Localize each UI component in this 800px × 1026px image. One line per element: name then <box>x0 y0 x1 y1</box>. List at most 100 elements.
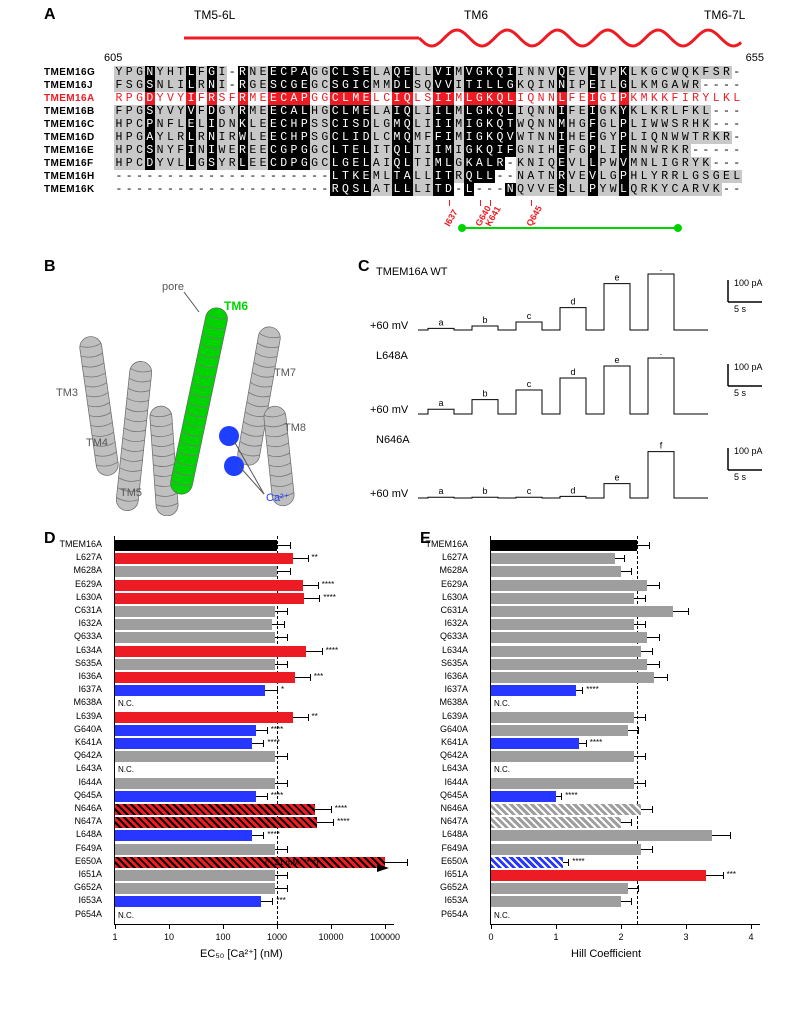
range-start: 605 <box>104 52 122 64</box>
row-label: L643A <box>32 763 102 773</box>
row-label: I653A <box>398 895 468 905</box>
bar <box>115 632 275 643</box>
bar <box>491 566 621 577</box>
loop-label-left: TM5-6L <box>194 8 235 22</box>
svg-text:e: e <box>614 273 619 283</box>
row-label: I637A <box>32 684 102 694</box>
row-label: M628A <box>32 565 102 575</box>
row-label: N647A <box>32 816 102 826</box>
bar <box>491 553 615 564</box>
row-label: L634A <box>398 645 468 655</box>
svg-text:b: b <box>482 315 487 325</box>
scale-bar: 100 pA5 s <box>722 362 770 403</box>
significance: **** <box>565 791 577 800</box>
row-label: I644A <box>398 777 468 787</box>
svg-text:TM6: TM6 <box>224 299 248 313</box>
svg-text:e: e <box>614 473 619 483</box>
row-label: I632A <box>32 618 102 628</box>
bar <box>491 672 654 683</box>
row-label: Q633A <box>398 631 468 641</box>
bar <box>115 606 275 617</box>
svg-text:c: c <box>527 379 532 389</box>
svg-text:b: b <box>482 486 487 496</box>
significance: **** <box>590 738 602 747</box>
significance: **** <box>267 830 279 839</box>
svg-text:f: f <box>660 441 663 451</box>
bar <box>491 540 637 551</box>
bar <box>491 685 576 696</box>
row-label: I637A <box>398 684 468 694</box>
bar <box>115 738 252 749</box>
bar <box>115 817 317 828</box>
scale-bar: 100 pA5 s <box>722 446 770 487</box>
nc-label: N.C. <box>118 911 134 920</box>
axis-tick: 10 <box>151 932 187 942</box>
axis-tick: 1000 <box>259 932 295 942</box>
protein-structure: TM3TM4TM5TM7TM8TM6poreCa²⁺ <box>44 266 334 516</box>
panel-d: TMEM16AL627A**M628AE629A****L630A****C63… <box>44 536 404 1006</box>
row-label: N647A <box>398 816 468 826</box>
significance: **** <box>271 725 283 734</box>
axis-tick: 4 <box>733 932 769 942</box>
bar <box>491 619 634 630</box>
trace-name: N646A <box>376 434 410 446</box>
current-trace: abcdef <box>418 354 718 424</box>
axis-tick: 1 <box>97 932 133 942</box>
significance: *** <box>727 870 736 879</box>
sequence-alignment: TMEM16GYPGNYHTLFGI-RNEECPAGGCLSELAQELLVI… <box>44 66 742 196</box>
panel-a: TM5-6L TM6 TM6-7L 605 655 TMEM16GYPGNYHT… <box>44 8 764 248</box>
row-label: I636A <box>32 671 102 681</box>
bar <box>115 896 261 907</box>
row-label: E629A <box>32 579 102 589</box>
axis-title: EC₅₀ [Ca²⁺] (nM) <box>200 947 283 960</box>
row-label: P654A <box>32 909 102 919</box>
svg-text:a: a <box>438 398 443 408</box>
bar <box>115 646 306 657</box>
scale-bar: 100 pA5 s <box>722 278 770 319</box>
row-label: L634A <box>32 645 102 655</box>
bar <box>115 883 275 894</box>
row-label: E650A <box>398 856 468 866</box>
loop-label-right: TM6-7L <box>704 8 745 22</box>
bar <box>491 738 579 749</box>
svg-text:f: f <box>660 270 663 273</box>
significance: **** <box>326 646 338 655</box>
loop-label-mid: TM6 <box>464 8 488 22</box>
svg-text:d: d <box>570 367 575 377</box>
significance: **** <box>337 817 349 826</box>
axis-tick: 10000 <box>313 932 349 942</box>
significance: **** <box>267 738 279 747</box>
svg-text:f: f <box>660 354 663 357</box>
bar <box>115 580 303 591</box>
svg-text:c: c <box>527 311 532 321</box>
bar <box>115 830 252 841</box>
row-label: Q645A <box>398 790 468 800</box>
svg-text:c: c <box>527 486 532 496</box>
bar <box>491 883 628 894</box>
significance: **** <box>335 804 347 813</box>
row-label: Q642A <box>32 750 102 760</box>
bar <box>491 857 563 868</box>
row-label: L643A <box>398 763 468 773</box>
bar <box>491 606 673 617</box>
nc-label: N.C. <box>118 699 134 708</box>
axis-tick: 3 <box>668 932 704 942</box>
row-label: K641A <box>32 737 102 747</box>
bar <box>491 804 641 815</box>
svg-text:d: d <box>570 297 575 307</box>
bar <box>491 712 634 723</box>
svg-text:pore: pore <box>162 281 184 293</box>
green-range-bar <box>458 224 682 232</box>
axis-tick: 1 <box>538 932 574 942</box>
overflow-note: (~ 21 mM; ****) <box>265 858 319 867</box>
axis-tick: 2 <box>603 932 639 942</box>
voltage-label: +60 mV <box>370 320 408 332</box>
row-label: L627A <box>32 552 102 562</box>
bar <box>115 619 272 630</box>
row-label: I653A <box>32 895 102 905</box>
row-label: M638A <box>398 697 468 707</box>
significance: **** <box>572 857 584 866</box>
svg-text:TM3: TM3 <box>56 387 78 399</box>
bar <box>491 817 621 828</box>
panel-c-label: C <box>358 258 370 276</box>
